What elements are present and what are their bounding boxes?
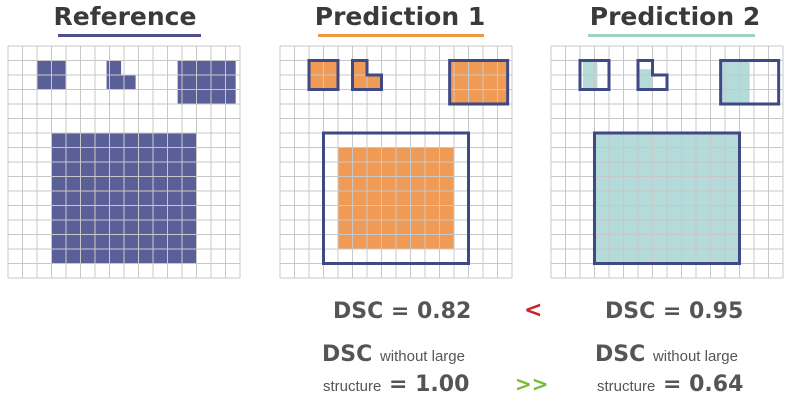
much-greater-than: >> bbox=[515, 372, 549, 396]
pred2-small-outline bbox=[578, 59, 611, 91]
prediction1-dsc: DSC = 0.82 bbox=[333, 299, 472, 324]
structure-text: structure bbox=[323, 378, 382, 395]
value: = 1.00 bbox=[389, 372, 470, 397]
prediction1-underline bbox=[318, 34, 484, 37]
pred2-large-outline bbox=[593, 131, 741, 265]
structure-text: structure bbox=[597, 378, 656, 395]
prediction2-grid bbox=[550, 45, 784, 279]
prediction2-title: Prediction 2 bbox=[589, 2, 761, 31]
reference-l-shape-top bbox=[106, 60, 122, 75]
dsc-word: DSC bbox=[595, 342, 646, 367]
without-large-text: without large bbox=[379, 348, 465, 365]
pred1-small-outline bbox=[307, 59, 340, 91]
reference-title: Reference bbox=[53, 2, 197, 31]
pred2-rect-outline bbox=[719, 59, 781, 106]
prediction2-underline bbox=[588, 34, 755, 37]
pred1-rect-outline bbox=[448, 59, 510, 106]
prediction1-dsc-without-label: DSC without large bbox=[322, 342, 465, 367]
reference-l-shape-bottom bbox=[106, 75, 136, 90]
grid-lines bbox=[550, 45, 784, 279]
value: = 0.64 bbox=[663, 372, 744, 397]
without-large-text: without large bbox=[652, 348, 738, 365]
pred1-rectangle bbox=[449, 60, 508, 104]
reference-rectangle bbox=[177, 60, 236, 104]
reference-grid bbox=[7, 45, 241, 279]
prediction1-title: Prediction 1 bbox=[314, 2, 486, 31]
dsc-less-than: < bbox=[524, 298, 543, 323]
grid-lines bbox=[7, 45, 241, 279]
prediction2-dsc-without-value: structure = 0.64 bbox=[597, 372, 743, 397]
prediction1-dsc-without-value: structure = 1.00 bbox=[323, 372, 469, 397]
prediction2-dsc-without-label: DSC without large bbox=[595, 342, 738, 367]
pred1-large-outline bbox=[322, 131, 470, 265]
prediction1-grid bbox=[279, 45, 513, 279]
reference-underline bbox=[58, 34, 201, 37]
pred1-l-outline bbox=[351, 59, 383, 91]
pred2-l-outline bbox=[636, 59, 669, 91]
pred2-l-shape-partial bbox=[638, 69, 653, 90]
dsc-word: DSC bbox=[322, 342, 373, 367]
pred1-l-shape-top bbox=[352, 60, 367, 75]
prediction2-dsc: DSC = 0.95 bbox=[605, 299, 744, 324]
